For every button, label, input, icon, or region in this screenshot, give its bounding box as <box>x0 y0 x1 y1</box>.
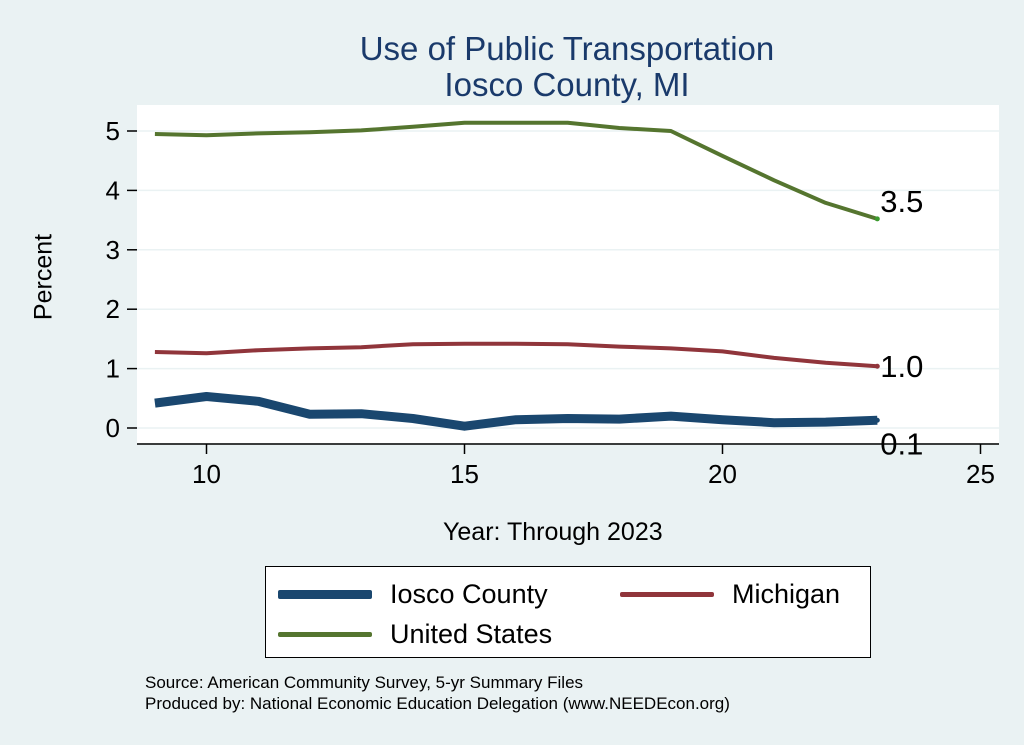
y-axis-label: Percent <box>29 233 58 321</box>
source-line: Source: American Community Survey, 5-yr … <box>145 673 584 692</box>
y-tick-label: 0 <box>106 413 120 443</box>
legend-swatch-iosco-county <box>278 590 372 599</box>
producer-line: Produced by: National Economic Education… <box>145 694 730 713</box>
end-point-united-states <box>874 216 880 222</box>
x-tick-label: 25 <box>966 459 995 489</box>
series-line-iosco-county <box>154 392 878 431</box>
x-tick-label: 20 <box>708 459 737 489</box>
legend-item-united-states: United States <box>278 619 552 650</box>
legend-item-iosco-county: Iosco County <box>278 579 548 610</box>
y-tick-label: 4 <box>106 175 120 205</box>
legend: Iosco County Michigan United States <box>265 566 871 658</box>
series-line-united-states <box>154 120 878 221</box>
chart-title: Use of Public Transportation <box>359 30 775 67</box>
end-label-michigan: 1.0 <box>880 349 923 384</box>
legend-label-united-states: United States <box>390 619 553 649</box>
legend-swatch-united-states <box>278 632 372 637</box>
series-line-michigan <box>154 341 878 369</box>
chart-subtitle: Iosco County, MI <box>444 66 690 103</box>
y-tick-label: 2 <box>106 294 120 324</box>
x-tick-label: 15 <box>450 459 479 489</box>
end-point-iosco-county <box>874 417 880 423</box>
legend-item-michigan: Michigan <box>620 579 840 610</box>
x-tick-label: 10 <box>192 459 221 489</box>
source-note: Source: American Community Survey, 5-yr … <box>145 672 730 714</box>
end-label-united-states: 3.5 <box>880 184 923 219</box>
legend-label-iosco-county: Iosco County <box>390 579 548 609</box>
x-axis-label: Year: Through 2023 <box>443 518 663 546</box>
y-tick-label: 5 <box>106 116 120 146</box>
legend-swatch-michigan <box>620 592 714 597</box>
y-tick-label: 3 <box>106 235 120 265</box>
legend-label-michigan: Michigan <box>732 579 841 609</box>
end-point-michigan <box>874 363 880 369</box>
end-label-iosco-county: 0.1 <box>880 426 923 461</box>
y-tick-label: 1 <box>106 354 120 384</box>
plot-area <box>137 105 999 443</box>
